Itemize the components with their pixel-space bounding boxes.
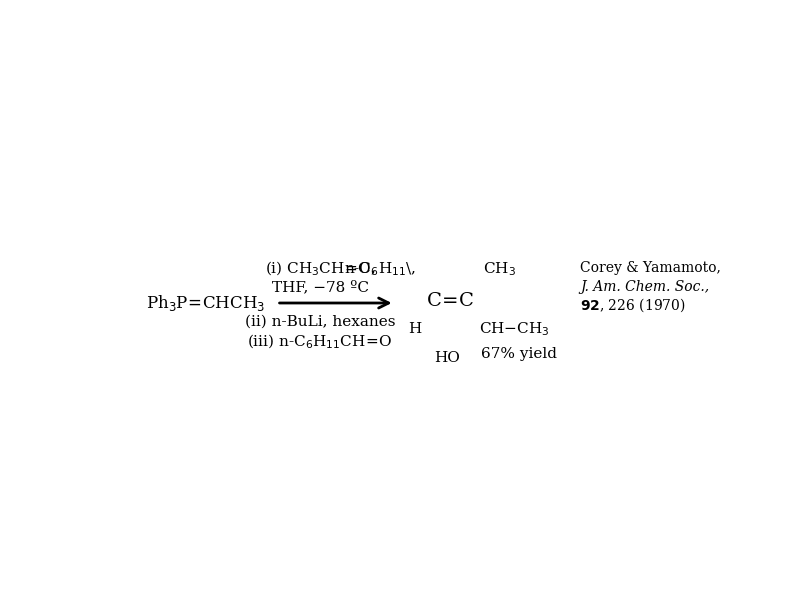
Text: (iii) n-C$_6$H$_{11}$CH$\!=\!$O: (iii) n-C$_6$H$_{11}$CH$\!=\!$O: [247, 333, 393, 352]
Text: $\mathbf{92}$, 226 (1970): $\mathbf{92}$, 226 (1970): [581, 296, 686, 314]
Text: THF, −78 ºC: THF, −78 ºC: [272, 280, 369, 294]
Text: HO: HO: [434, 352, 460, 365]
Text: Corey & Yamamoto,: Corey & Yamamoto,: [581, 262, 722, 275]
Text: CH$-$CH$_3$: CH$-$CH$_3$: [479, 320, 550, 338]
Text: 67% yield: 67% yield: [482, 347, 558, 361]
Text: C$\!=\!$C: C$\!=\!$C: [426, 292, 474, 310]
Text: (ii) n-BuLi, hexanes: (ii) n-BuLi, hexanes: [245, 314, 395, 328]
Text: Ph$_3$P$\!=\!$CHCH$_3$: Ph$_3$P$\!=\!$CHCH$_3$: [146, 293, 266, 313]
Text: n-C$_6$H$_{11}$\,: n-C$_6$H$_{11}$\,: [344, 260, 416, 278]
Text: CH$_3$: CH$_3$: [483, 260, 516, 278]
Text: (i) CH$_3$CH$\!=\!$O,: (i) CH$_3$CH$\!=\!$O,: [265, 259, 375, 278]
Text: J. Am. Chem. Soc.,: J. Am. Chem. Soc.,: [581, 280, 710, 294]
Text: H: H: [408, 322, 421, 337]
